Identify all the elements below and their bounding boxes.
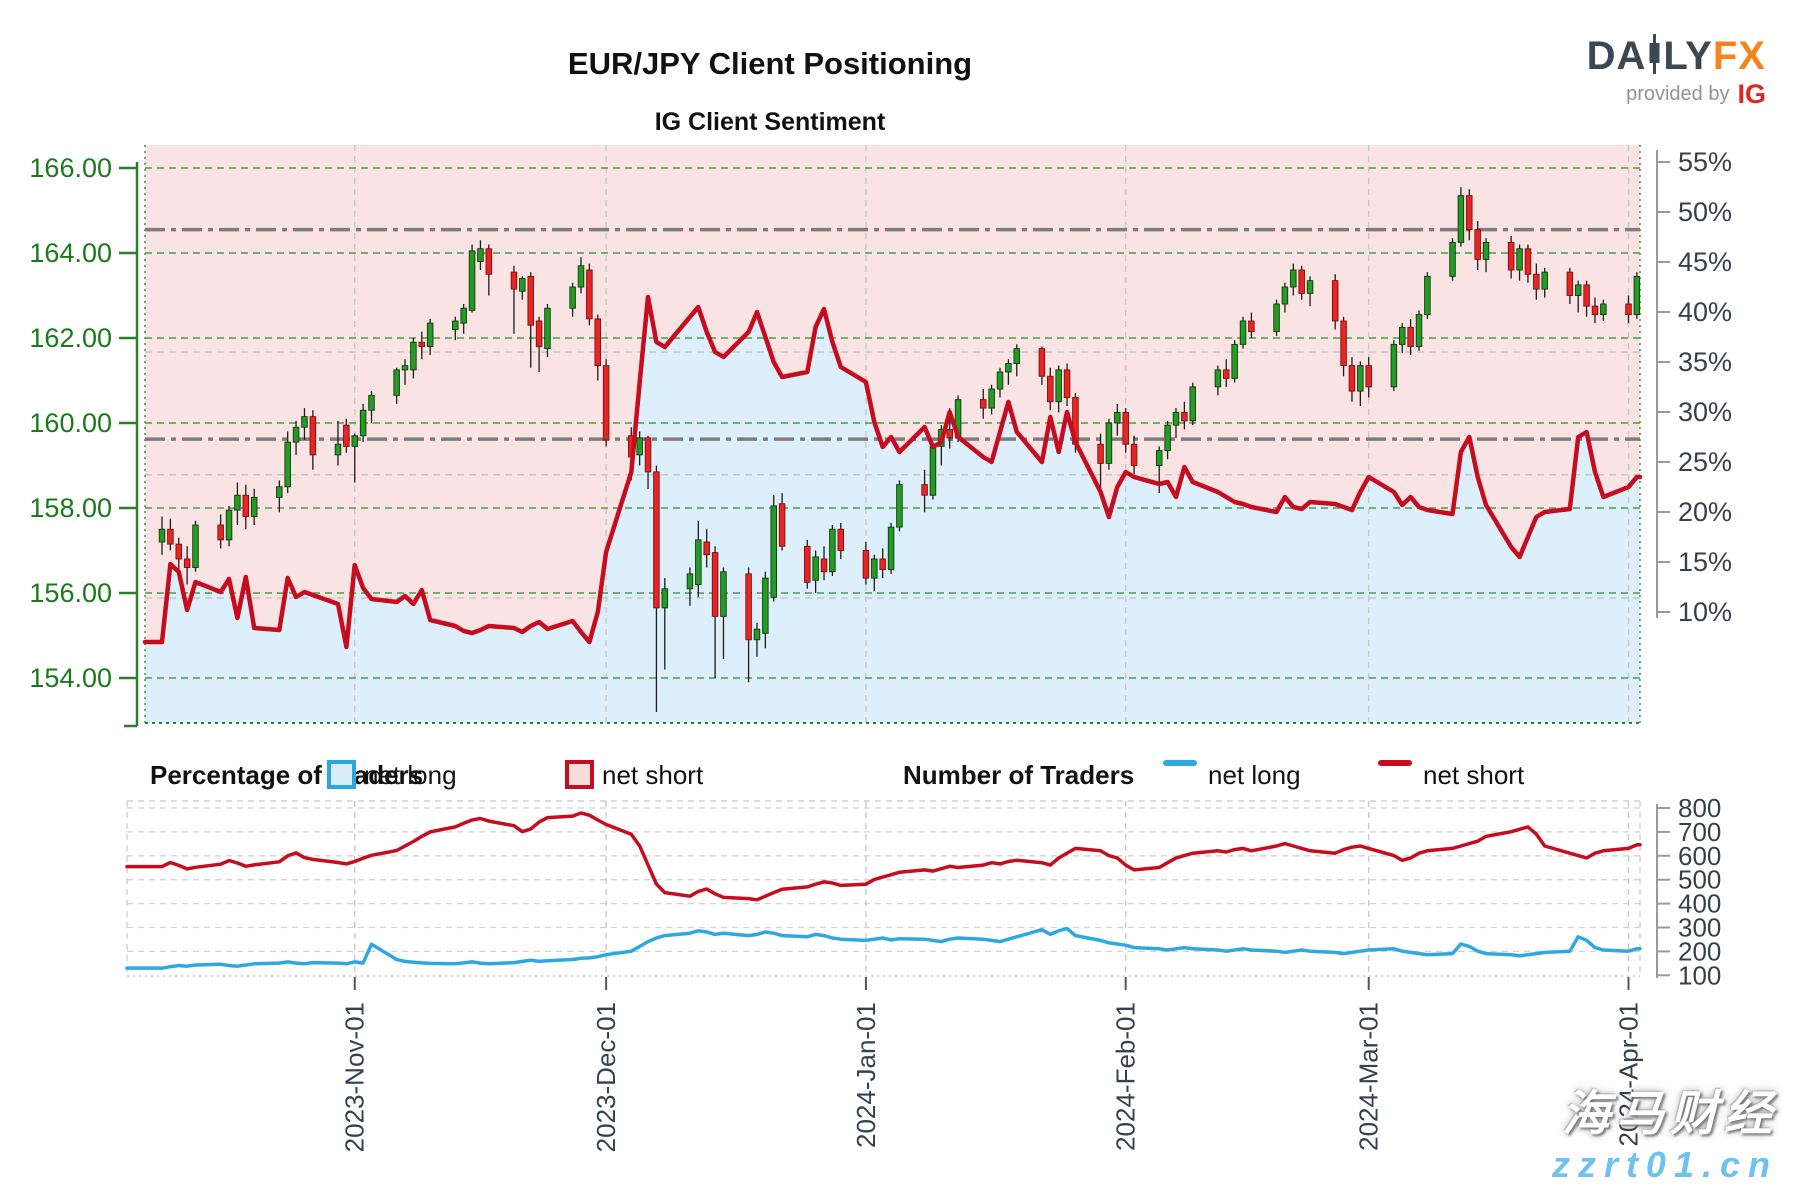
svg-text:158.00: 158.00 xyxy=(29,493,112,523)
page-title: EUR/JPY Client Positioning xyxy=(567,46,973,81)
svg-text:2024-Feb-01: 2024-Feb-01 xyxy=(1111,1002,1141,1151)
svg-text:800: 800 xyxy=(1678,793,1721,823)
svg-text:154.00: 154.00 xyxy=(29,663,112,693)
net-short-line-swatch xyxy=(1378,760,1412,766)
dailyfx-wordmark: DA LY FX xyxy=(1576,34,1766,79)
legend-heading-percentage: Percentage of Traders xyxy=(150,760,424,790)
net-long-line-swatch xyxy=(1163,760,1197,766)
logo-text-ly: LY xyxy=(1663,34,1713,78)
chart-legend: Percentage of Traders net long net short… xyxy=(0,754,1800,798)
svg-text:164.00: 164.00 xyxy=(29,238,112,268)
dailyfx-logo: DA LY FX provided by IG xyxy=(1576,34,1766,110)
logo-tagline: provided by xyxy=(1626,83,1730,105)
watermark-brand: 海马财经 xyxy=(1561,1088,1778,1141)
legend-label-net-long-count: net long xyxy=(1208,760,1301,790)
svg-text:15%: 15% xyxy=(1678,547,1732,577)
svg-text:156.00: 156.00 xyxy=(29,578,112,608)
svg-text:200: 200 xyxy=(1678,936,1721,966)
logo-text-da: DA xyxy=(1586,34,1647,78)
svg-text:300: 300 xyxy=(1678,913,1721,943)
candlestick-icon xyxy=(1648,34,1661,79)
legend-label-net-short-count: net short xyxy=(1423,760,1525,790)
svg-text:40%: 40% xyxy=(1678,297,1732,327)
svg-text:2024-Jan-01: 2024-Jan-01 xyxy=(851,1002,881,1148)
svg-text:2023-Dec-01: 2023-Dec-01 xyxy=(591,1002,621,1152)
svg-text:500: 500 xyxy=(1678,865,1721,895)
watermark: 海马财经 zzrt01.cn xyxy=(1552,1074,1778,1186)
svg-text:55%: 55% xyxy=(1678,147,1732,177)
watermark-domain: zzrt01.cn xyxy=(1551,1144,1778,1185)
svg-text:30%: 30% xyxy=(1678,397,1732,427)
svg-text:10%: 10% xyxy=(1678,597,1732,627)
logo-text-fx: FX xyxy=(1712,34,1766,78)
net-long-box-swatch xyxy=(327,760,356,789)
svg-text:100: 100 xyxy=(1678,960,1721,990)
net-short-box-swatch xyxy=(565,760,594,789)
legend-label-net-short-pct: net short xyxy=(602,760,704,790)
svg-text:45%: 45% xyxy=(1678,247,1732,277)
svg-text:166.00: 166.00 xyxy=(29,153,112,183)
ig-logo: IG xyxy=(1737,79,1766,109)
svg-text:600: 600 xyxy=(1678,841,1721,871)
svg-text:162.00: 162.00 xyxy=(29,323,112,353)
legend-label-net-long-pct: net long xyxy=(364,760,457,790)
svg-text:2024-Apr-01: 2024-Apr-01 xyxy=(1614,1002,1644,1147)
svg-text:50%: 50% xyxy=(1678,197,1732,227)
chart-subtitle: IG Client Sentiment xyxy=(654,108,886,136)
svg-text:2024-Mar-01: 2024-Mar-01 xyxy=(1354,1002,1384,1151)
svg-text:160.00: 160.00 xyxy=(29,408,112,438)
legend-heading-traders: Number of Traders xyxy=(903,760,1135,790)
logo-tagline-row: provided by IG xyxy=(1576,79,1766,110)
svg-text:20%: 20% xyxy=(1678,497,1732,527)
svg-text:25%: 25% xyxy=(1678,447,1732,477)
svg-text:35%: 35% xyxy=(1678,347,1732,377)
svg-text:400: 400 xyxy=(1678,889,1721,919)
svg-text:2023-Nov-01: 2023-Nov-01 xyxy=(340,1002,370,1152)
svg-text:700: 700 xyxy=(1678,817,1721,847)
